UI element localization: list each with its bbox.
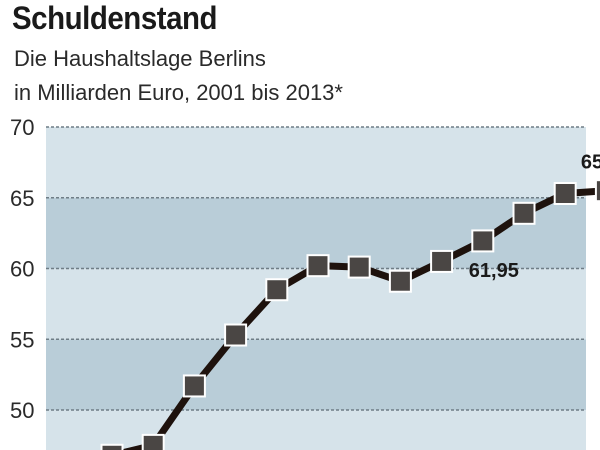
data-point-2004 [224,323,248,347]
data-point-2002 [141,433,165,450]
data-point-2012 [553,182,577,206]
y-tick-label-60: 60 [10,257,34,282]
data-point-2005 [265,278,289,302]
data-point-2003 [182,374,206,398]
data-label-2013: 65,5 [581,152,600,174]
data-point-2007 [347,255,371,279]
y-tick-label-50: 50 [10,398,34,423]
subtitle-line-2: in Milliarden Euro, 2001 bis 2013* [14,80,343,105]
data-point-2010 [471,229,495,253]
band-3 [46,339,586,410]
band-4 [46,410,586,450]
data-point-2011 [512,201,536,225]
band-0 [46,127,586,198]
data-point-2001 [100,443,124,450]
y-tick-label-65: 65 [10,186,34,211]
band-2 [46,268,586,340]
data-point-2013 [594,179,600,203]
data-point-2006 [306,254,330,278]
chart-title: Schuldenstand [12,0,218,36]
y-tick-label-70: 70 [10,115,34,140]
chart-subtitle: Die Haushaltslage Berlins in Milliarden … [14,42,343,110]
subtitle-line-1: Die Haushaltslage Berlins [14,46,266,71]
data-label-2010: 61,95 [469,260,519,282]
y-tick-label-55: 55 [10,327,34,352]
data-point-2008 [388,269,412,293]
data-point-2009 [430,249,454,273]
